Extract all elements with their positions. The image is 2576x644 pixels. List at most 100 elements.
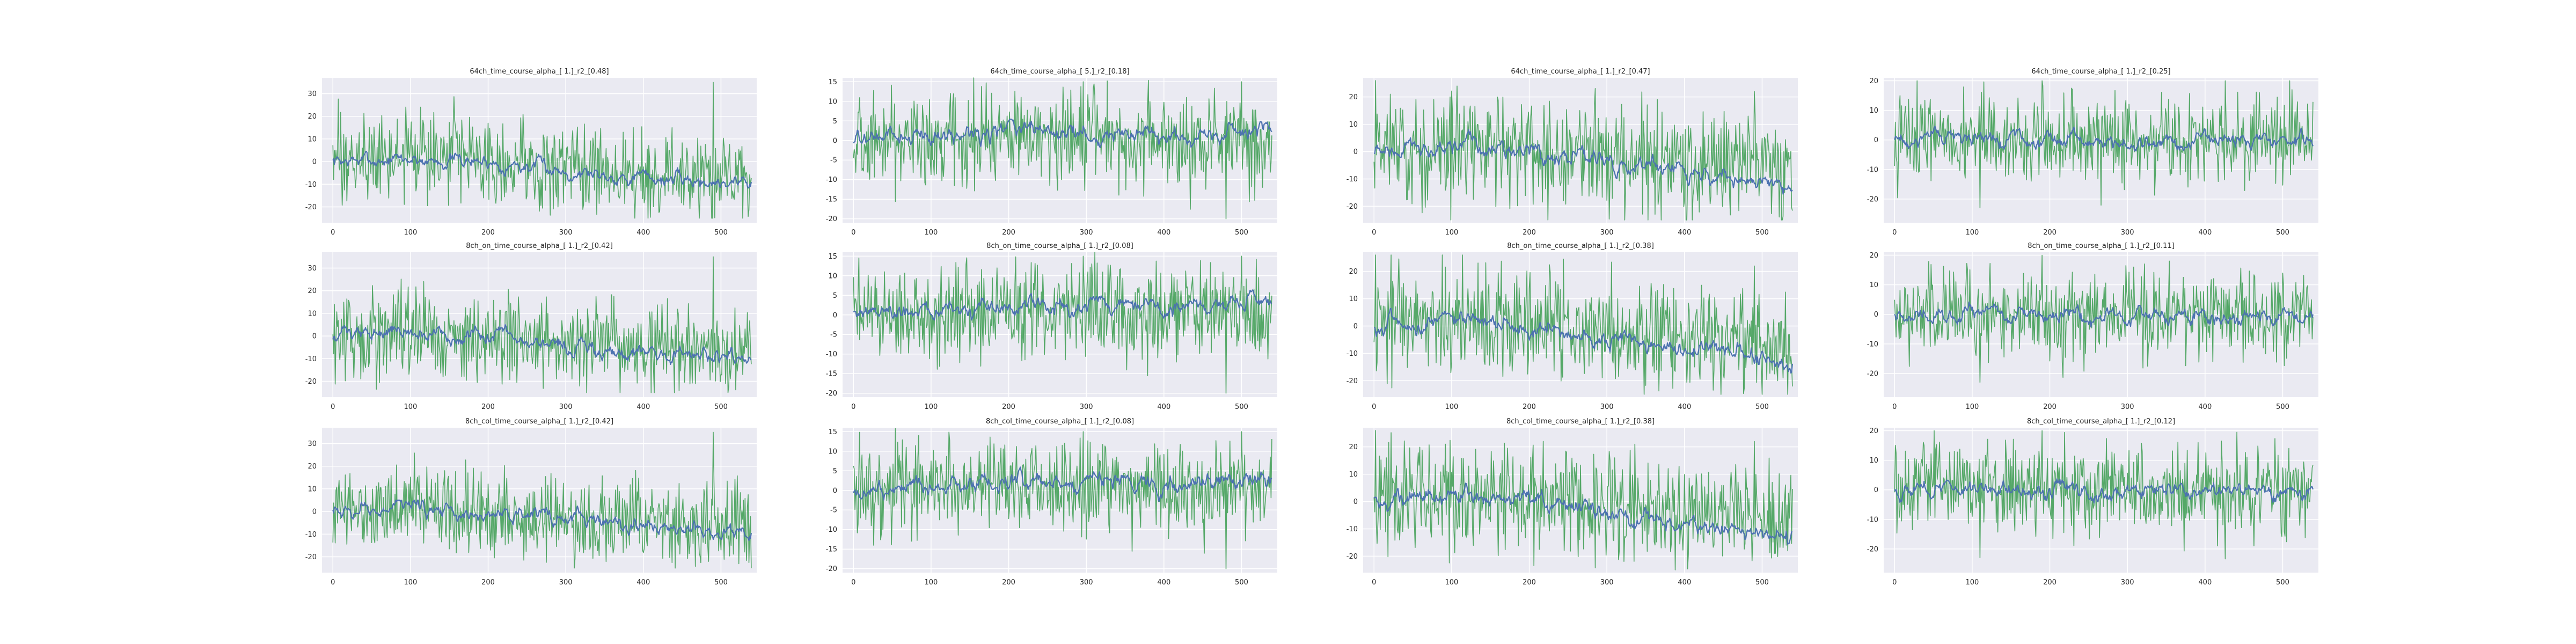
y-tick-label: -15	[826, 370, 837, 378]
y-tick-label: -20	[826, 565, 837, 573]
y-tick-label: 20	[1349, 93, 1358, 101]
x-tick-label: 400	[1678, 229, 1691, 237]
x-tick-label: 200	[481, 579, 495, 587]
y-tick-label: -10	[305, 355, 317, 363]
x-tick-label: 300	[1080, 229, 1093, 237]
x-tick-label: 200	[1523, 403, 1536, 411]
y-tick-label: 0	[312, 508, 317, 516]
y-tick-label: 0	[833, 311, 837, 319]
x-tick-label: 200	[2043, 229, 2057, 237]
x-tick-label: 500	[1755, 403, 1769, 411]
series-line-blue	[1894, 80, 2314, 209]
x-tick-label: 500	[2276, 403, 2289, 411]
subplot-2-3: 0 100 200 300 400 500 -20 -10 0 10 20 8ch_on_time_c…	[1346, 242, 1798, 411]
y-tick-label: 10	[1869, 457, 1878, 465]
y-tick-label: -20	[826, 215, 837, 223]
x-tick-label: 300	[559, 229, 573, 237]
y-tick-label: 20	[1869, 77, 1878, 85]
x-tick-label: 400	[636, 229, 650, 237]
subplot-title: 64ch_time_course_alpha_[ 1.]_r2_[0.48]	[470, 68, 609, 76]
x-tick-label: 300	[559, 403, 573, 411]
y-tick-label: -10	[1867, 166, 1878, 174]
y-tick-label: -20	[1346, 203, 1358, 211]
subplot-3-3: 0 100 200 300 400 500 -20 -10 0 10 20 8ch_col_time_…	[1346, 418, 1798, 587]
series-line-blue	[332, 82, 752, 219]
y-tick-label: 10	[828, 448, 837, 456]
x-tick-label: 100	[924, 579, 938, 587]
y-tick-label: -20	[305, 553, 317, 561]
y-tick-label: 10	[828, 98, 837, 106]
subplot-title: 8ch_col_time_course_alpha_[ 1.]_r2_[0.42…	[465, 418, 613, 426]
x-tick-label: 100	[404, 579, 417, 587]
y-tick-label: 0	[1353, 148, 1358, 156]
x-tick-label: 500	[1235, 403, 1248, 411]
y-tick-label: -10	[305, 531, 317, 539]
series-line-blue	[853, 428, 1272, 569]
y-tick-label: 30	[308, 440, 317, 448]
y-tick-label: -20	[1867, 545, 1878, 553]
y-tick-label: -20	[1867, 370, 1878, 378]
x-tick-label: 500	[2276, 579, 2289, 587]
y-tick-label: -20	[826, 390, 837, 398]
y-tick-label: -10	[826, 176, 837, 184]
y-tick-label: 20	[1349, 443, 1358, 451]
subplot-title: 8ch_col_time_course_alpha_[ 1.]_r2_[0.12…	[2027, 418, 2175, 426]
x-tick-label: 0	[1892, 579, 1897, 587]
y-tick-label: -15	[826, 546, 837, 554]
y-tick-label: -5	[830, 331, 837, 339]
subplot-2-4: 0 100 200 300 400 500 -20 -10 0 10 20 8ch_on_time_c…	[1867, 242, 2318, 411]
y-tick-label: 0	[1874, 311, 1878, 319]
subplot-title: 64ch_time_course_alpha_[ 1.]_r2_[0.47]	[1511, 68, 1650, 76]
x-tick-label: 400	[1157, 579, 1170, 587]
y-tick-label: 0	[833, 487, 837, 495]
y-tick-label: 20	[1869, 427, 1878, 435]
series-line-green	[1373, 482, 1793, 545]
y-tick-label: -5	[830, 507, 837, 515]
x-tick-label: 300	[1600, 579, 1614, 587]
x-tick-label: 200	[1002, 579, 1015, 587]
series-line-green	[332, 499, 752, 541]
x-tick-label: 0	[851, 229, 855, 237]
subplot-title: 64ch_time_course_alpha_[ 1.]_r2_[0.25]	[2031, 68, 2170, 76]
series-line-blue	[1373, 430, 1793, 570]
x-tick-label: 200	[2043, 579, 2057, 587]
subplot-1-3: 0 100 200 300 400 500 -20 -10 0 10 20 64ch_time_cou…	[1346, 68, 1798, 237]
subplot-1-4: 0 100 200 300 400 500 -20 -10 0 10 20 64ch_time_cou…	[1867, 68, 2318, 237]
y-tick-label: -20	[305, 378, 317, 386]
x-tick-label: 100	[1445, 403, 1458, 411]
subplot-2-2: 0 100 200 300 400 500 -20 -15 -10 -5 0 5 10 15 8ch_on_…	[826, 242, 1277, 411]
subplot-3-4: 0 100 200 300 400 500 -20 -10 0 10 20 8ch_col_time_…	[1867, 418, 2318, 587]
x-tick-label: 0	[851, 403, 855, 411]
y-tick-label: 0	[1874, 136, 1878, 144]
x-tick-label: 200	[1002, 229, 1015, 237]
y-tick-label: -10	[1346, 525, 1358, 533]
x-tick-label: 400	[636, 579, 650, 587]
subplot-title: 8ch_on_time_course_alpha_[ 1.]_r2_[0.11]	[2028, 242, 2175, 250]
y-tick-label: 10	[1349, 121, 1358, 129]
x-tick-label: 500	[2276, 229, 2289, 237]
x-tick-label: 400	[1678, 579, 1691, 587]
x-tick-label: 100	[1445, 229, 1458, 237]
y-tick-label: 0	[833, 137, 837, 145]
y-tick-label: 10	[308, 310, 317, 318]
y-tick-label: 5	[833, 467, 837, 475]
y-tick-label: 15	[828, 253, 837, 261]
y-tick-label: -20	[1346, 553, 1358, 561]
series-line-blue	[332, 431, 752, 569]
y-tick-label: 10	[1349, 295, 1358, 303]
y-tick-label: 10	[308, 135, 317, 143]
x-tick-label: 400	[2198, 403, 2212, 411]
x-tick-label: 400	[1157, 229, 1170, 237]
y-tick-label: 0	[1353, 323, 1358, 331]
x-tick-label: 0	[851, 579, 855, 587]
x-tick-label: 0	[1372, 403, 1376, 411]
x-tick-label: 500	[1235, 229, 1248, 237]
y-tick-label: -10	[1346, 175, 1358, 184]
subplot-3-2: 0 100 200 300 400 500 -20 -15 -10 -5 0 5 10 15 8ch_col…	[826, 418, 1277, 587]
series-line-blue	[332, 256, 752, 393]
series-line-green	[1894, 478, 2314, 504]
x-tick-label: 300	[2121, 229, 2134, 237]
series-line-green	[332, 150, 752, 189]
series-line-green	[1373, 129, 1793, 195]
x-tick-label: 500	[714, 229, 728, 237]
